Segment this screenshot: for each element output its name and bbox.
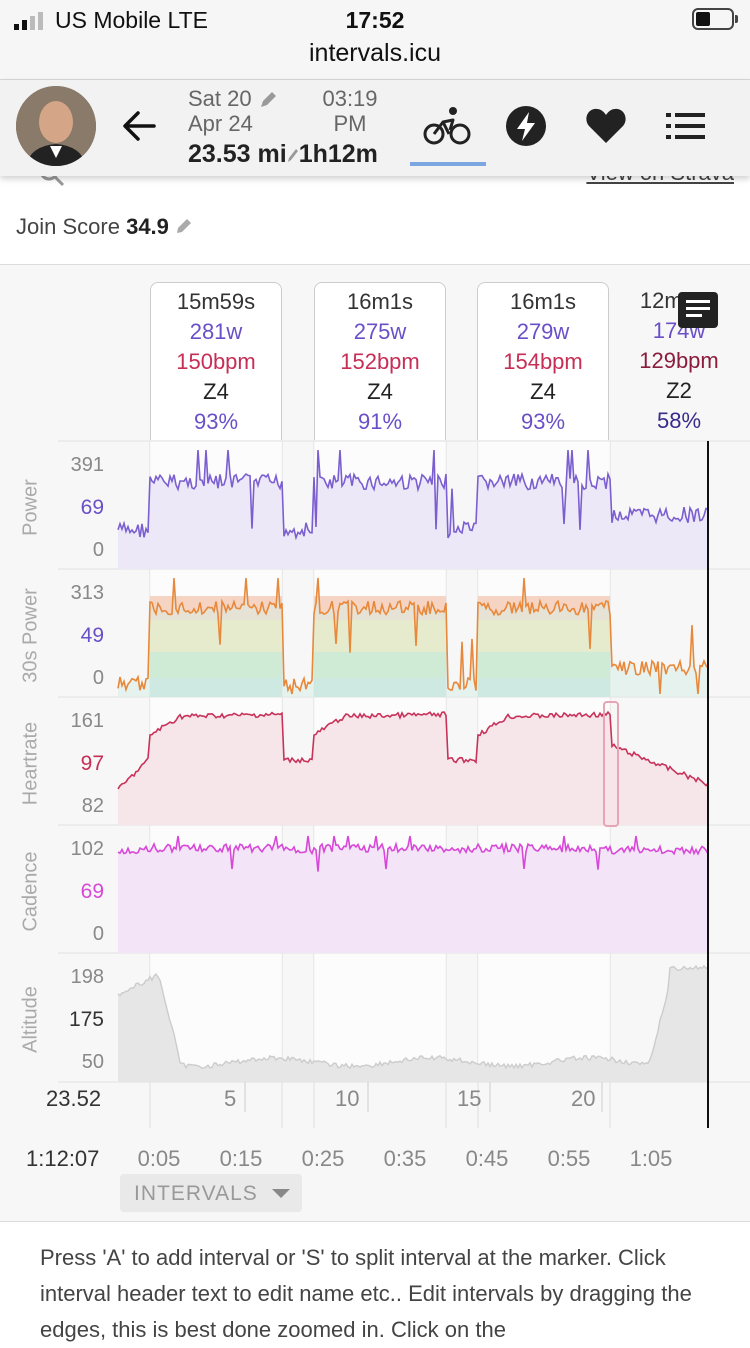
edit-date-icon[interactable] (258, 90, 278, 110)
power30-area (118, 578, 708, 697)
hr-line (117, 710, 709, 790)
altitude-axis-max: 198 (70, 966, 104, 988)
altitude-marker-value: 175 (68, 1008, 104, 1031)
interval-header-1[interactable]: 15m59s 281w 150bpm Z4 93% (150, 282, 282, 440)
activity-header: Sat 20 Apr 24 03:19 PM 23.53 mi 1h12m (0, 80, 750, 176)
power-area (118, 450, 708, 569)
power-axis-max: 391 (70, 454, 104, 476)
tab-menu[interactable] (656, 104, 716, 148)
row-title-power: Power (19, 479, 42, 536)
tab-power[interactable] (496, 104, 556, 148)
join-score-value: 34.9 (126, 214, 169, 239)
edit-score-icon[interactable] (175, 217, 193, 235)
signal-icon (14, 12, 43, 30)
power30-line (117, 577, 709, 695)
url-bar[interactable]: intervals.icu (309, 39, 441, 67)
distance-value: 23.53 mi (188, 140, 287, 168)
chevron-down-icon (272, 1189, 290, 1198)
heart-icon (586, 108, 626, 143)
cadence-axis-min: 0 (92, 923, 104, 945)
legend-icon (686, 300, 710, 317)
hr-axis-max: 161 (70, 710, 104, 732)
edit-distance-icon[interactable] (287, 147, 299, 163)
active-tab-indicator (410, 162, 486, 166)
clock: 17:52 (345, 7, 405, 33)
power-axis-min: 0 (92, 539, 104, 561)
bike-icon (423, 107, 471, 145)
duration-value: 1h12m (298, 140, 378, 168)
cadence-axis-max: 102 (70, 838, 104, 860)
battery-icon (692, 8, 738, 30)
activity-summary: 23.53 mi 1h12m (188, 140, 378, 169)
power-line (117, 449, 709, 541)
time-tick: 0:55 (547, 1146, 591, 1171)
power30-axis-max: 313 (70, 582, 104, 604)
hr-area (118, 712, 708, 825)
intervals-dropdown[interactable]: INTERVALS (120, 1174, 302, 1212)
tab-heart[interactable] (576, 104, 636, 148)
activity-time: 03:19 PM (322, 86, 378, 136)
row-title-cadence: Cadence (19, 851, 42, 932)
time-tick: 0:05 (137, 1146, 181, 1171)
time-tick: 1:05 (629, 1146, 673, 1171)
chart-canvas[interactable] (0, 264, 750, 1222)
row-title-altitude: Altitude (19, 986, 42, 1053)
tab-ride[interactable] (417, 104, 477, 148)
cadence-marker-value: 69 (80, 880, 104, 903)
status-bar: US Mobile LTE 17:52 intervals.icu (0, 0, 750, 80)
scrolled-toolbar: View on Strava (0, 176, 750, 190)
row-title-heartrate: Heartrate (19, 721, 42, 806)
list-icon (666, 113, 705, 139)
row-title-30s-power: 30s Power (19, 588, 42, 683)
power-marker-value: 69 (80, 496, 104, 519)
distance-tick: 20 (571, 1086, 596, 1111)
distance-tick: 5 (224, 1086, 237, 1111)
elapsed-marker-value: 1:12:07 (26, 1146, 100, 1171)
join-score[interactable]: Join Score 34.9 (16, 214, 193, 240)
selection-marker (603, 701, 619, 827)
carrier-label: US Mobile LTE (55, 7, 208, 33)
time-tick: 0:25 (301, 1146, 345, 1171)
activity-date[interactable]: Sat 20 Apr 24 (188, 86, 253, 136)
search-icon[interactable] (38, 176, 66, 188)
power30-marker-value: 49 (80, 624, 104, 647)
legend-toggle-button[interactable] (678, 292, 718, 328)
distance-marker-value: 23.52 (46, 1086, 102, 1111)
distance-tick: 15 (457, 1086, 482, 1111)
lightning-icon (506, 106, 546, 146)
hr-axis-min: 82 (81, 795, 104, 817)
interval-header-2[interactable]: 16m1s 275w 152bpm Z4 91% (314, 282, 446, 440)
time-tick: 0:45 (465, 1146, 509, 1171)
altitude-line (117, 964, 709, 1070)
avatar[interactable] (16, 86, 96, 166)
help-text: Press 'A' to add interval or 'S' to spli… (40, 1245, 692, 1342)
altitude-axis-min: 50 (81, 1051, 104, 1073)
cadence-line (117, 835, 709, 872)
hr-marker-value: 97 (80, 752, 104, 775)
time-tick: 0:15 (219, 1146, 263, 1171)
interval-header-3[interactable]: 16m1s 279w 154bpm Z4 93% (477, 282, 609, 440)
power30-axis-min: 0 (92, 667, 104, 689)
distance-tick: 10 (335, 1086, 360, 1111)
back-arrow-icon[interactable] (118, 104, 162, 148)
strava-link[interactable]: View on Strava (586, 176, 734, 186)
time-tick: 0:35 (383, 1146, 427, 1171)
cadence-area (118, 836, 708, 953)
